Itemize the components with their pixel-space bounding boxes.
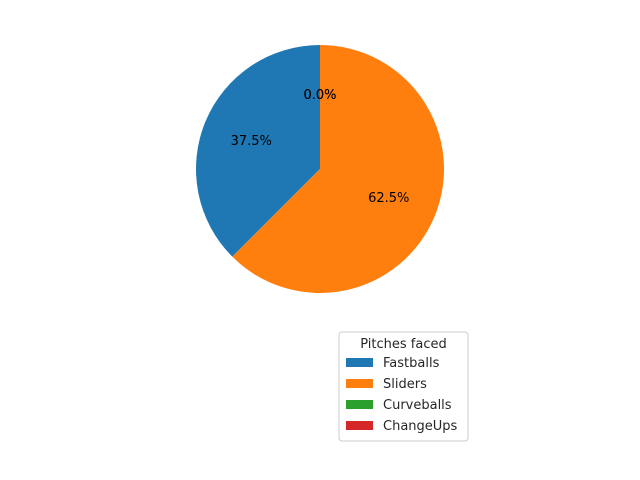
pie-slice-sliders: [232, 44, 444, 294]
legend: Pitches faced Fastballs Sliders Curveballs…: [338, 331, 469, 442]
legend-label-curveballs: Curveballs: [383, 398, 452, 413]
pie-slices: [196, 44, 444, 294]
legend-swatch-changeups: [346, 421, 373, 430]
legend-label-fastballs: Fastballs: [383, 356, 440, 371]
legend-swatch-curveballs: [346, 400, 373, 409]
pie-slice-fastballs: [196, 45, 320, 257]
legend-label-sliders: Sliders: [383, 377, 427, 392]
percent-label-fastballs: 37.5%: [231, 134, 272, 149]
pie-percent-labels: 37.5%62.5%0.0%0.0%: [231, 88, 410, 206]
percent-label-curveballs: 0.0%: [303, 88, 336, 103]
legend-swatch-sliders: [346, 379, 373, 388]
legend-title: Pitches faced: [360, 337, 447, 352]
legend-label-changeups: ChangeUps: [383, 419, 458, 434]
legend-entries: Fastballs Sliders Curveballs ChangeUps: [346, 356, 458, 434]
percent-label-changeups: 0.0%: [303, 88, 336, 103]
percent-label-sliders: 62.5%: [368, 191, 409, 206]
legend-swatch-fastballs: [346, 358, 373, 367]
